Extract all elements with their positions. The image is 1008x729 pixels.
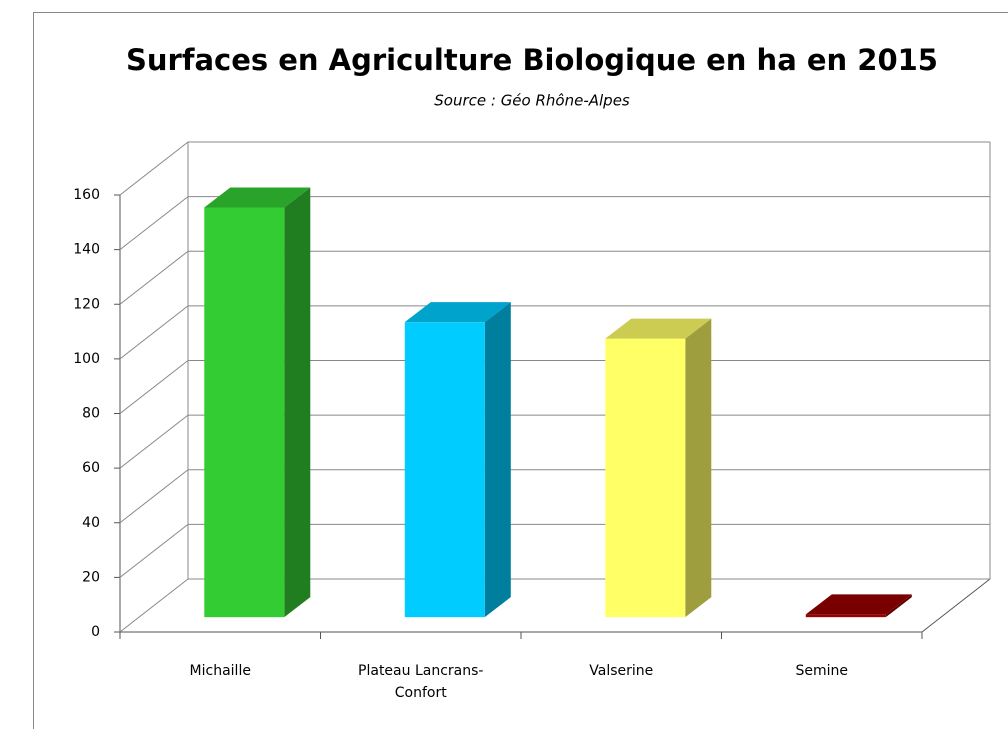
- bar-side: [885, 594, 912, 618]
- grid-line: [119, 305, 189, 360]
- bar-side: [484, 302, 511, 618]
- y-tick-label: 40: [82, 515, 100, 531]
- y-tick-label: 100: [73, 351, 100, 367]
- x-tick-label: Valserine: [589, 663, 654, 679]
- bar-side: [284, 187, 311, 618]
- y-tick-label: 140: [73, 242, 100, 258]
- bar-top: [805, 594, 912, 615]
- bar: [605, 338, 686, 618]
- bar-top: [404, 302, 511, 323]
- floor-right: [921, 578, 991, 633]
- grid-line: [119, 360, 189, 414]
- grid-line: [119, 469, 189, 524]
- grid-line: [119, 523, 189, 578]
- chart-subtitle: Source : Géo Rhône-Alpes: [434, 92, 630, 110]
- x-tick-label: Michaille: [189, 663, 251, 679]
- x-tick-label: Plateau Lancrans-Confort: [358, 663, 484, 701]
- bar: [404, 322, 485, 618]
- x-tick-label: Semine: [795, 663, 848, 679]
- grid-line: [119, 250, 189, 305]
- y-tick-label: 60: [82, 460, 100, 476]
- grid-line: [119, 196, 189, 251]
- chart-border: [33, 12, 1008, 729]
- bar: [805, 614, 886, 618]
- grid-line: [119, 414, 189, 469]
- y-tick-label: 80: [82, 406, 100, 422]
- bar: [204, 207, 285, 618]
- bar-side: [685, 318, 712, 618]
- y-tick-label: 0: [91, 624, 100, 640]
- y-tick-label: 160: [73, 187, 100, 203]
- y-tick-label: 20: [82, 569, 100, 585]
- chart-title: Surfaces en Agriculture Biologique en ha…: [126, 43, 938, 77]
- bar-top: [605, 318, 712, 339]
- bar-top: [204, 187, 311, 208]
- y-tick-label: 120: [73, 296, 100, 312]
- grid-line: [119, 578, 189, 633]
- grid-line: [119, 141, 189, 196]
